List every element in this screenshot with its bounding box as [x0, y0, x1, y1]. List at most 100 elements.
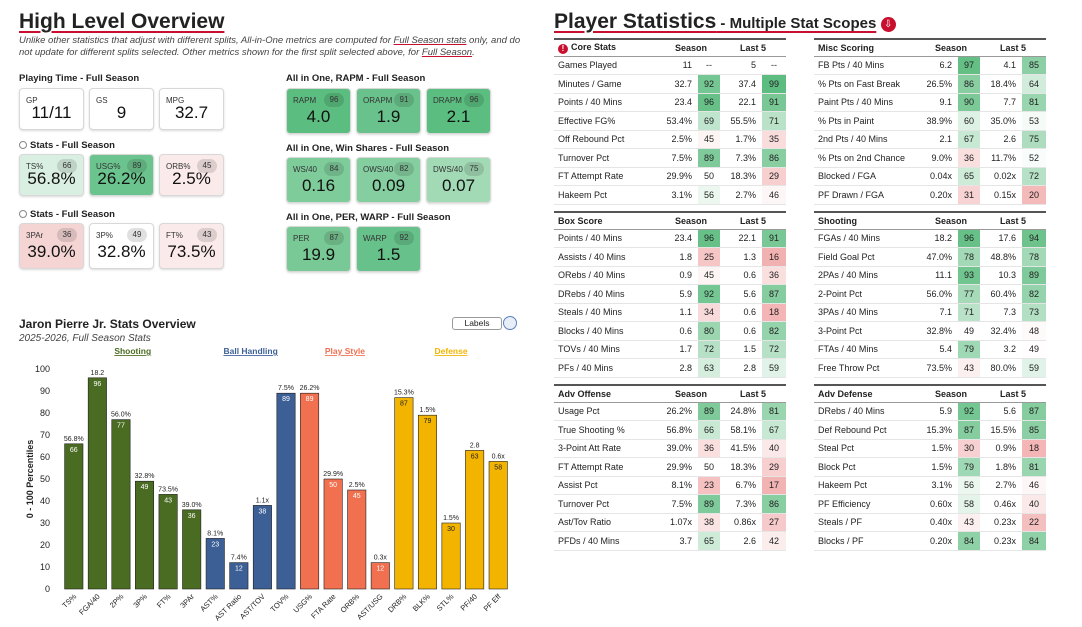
stat-name: FTAs / 40 Mins: [814, 340, 922, 359]
stats1-title[interactable]: Stats - Full Season: [19, 140, 115, 151]
stat-name: Minutes / Game: [554, 74, 662, 94]
bar-raw-label: 7.5%: [278, 385, 294, 392]
season-value: 2.5%: [662, 130, 698, 149]
table-row: % Pts on Fast Break 26.5% 86 18.4% 64: [814, 74, 1047, 94]
season-value: 7.5%: [662, 494, 698, 514]
last5-pct: 27: [762, 513, 787, 532]
metric-percentile: 49: [127, 228, 147, 242]
season-value: 7.5%: [662, 148, 698, 168]
ws-title: All in One, Win Shares - Full Season: [286, 143, 450, 154]
last5-header: Last 5: [980, 38, 1047, 57]
metric-label: FT%: [166, 231, 183, 240]
last5-value: 2.8: [720, 358, 763, 378]
last5-pct: 82: [1022, 284, 1047, 304]
last5-value: 1.8%: [980, 457, 1023, 477]
last5-value: 18.3%: [720, 167, 763, 186]
full-season-link[interactable]: Full Season stats: [393, 35, 467, 46]
stat-name: Def Rebound Pct: [814, 420, 922, 440]
bar-value-label: 96: [93, 381, 101, 388]
metric-card-ows-40: OWS/40 82 0.09: [356, 157, 421, 203]
season-value: 5.9: [922, 402, 958, 421]
season-pct: 23: [698, 476, 721, 495]
x-tick-label: AST%: [198, 592, 220, 614]
labels-toggle[interactable]: [503, 316, 517, 330]
metric-value: 9: [116, 103, 127, 122]
stat-name: Points / 40 Mins: [554, 93, 662, 112]
last5-value: 80.0%: [980, 358, 1023, 378]
last5-pct: 73: [1022, 303, 1047, 322]
last5-value: 6.7%: [720, 476, 763, 495]
metric-percentile: 84: [324, 162, 344, 176]
metric-value: 32.7: [174, 103, 209, 122]
labels-button[interactable]: Labels: [452, 317, 502, 330]
table-row: FT Attempt Rate 29.9% 50 18.3% 29: [554, 457, 787, 477]
bar-raw-label: 56.0%: [111, 412, 131, 419]
season-pct: 67: [958, 130, 981, 149]
metric-value: 0.16: [301, 176, 336, 195]
metric-label: DWS/40: [433, 165, 463, 174]
stats2-radio[interactable]: [19, 210, 27, 218]
season-header: Season: [922, 384, 981, 403]
table-row: Blocks / 40 Mins 0.6 80 0.6 82: [554, 321, 787, 341]
stats1-radio[interactable]: [19, 141, 27, 149]
last5-value: 17.6: [980, 229, 1023, 248]
season-header: Season: [922, 38, 981, 57]
y-tick-label: 40: [40, 496, 50, 506]
season-value: 2.1: [922, 130, 958, 149]
last5-pct: 75: [1022, 130, 1047, 149]
table-row: Minutes / Game 32.7 92 37.4 99: [554, 74, 787, 94]
season-pct: 96: [698, 93, 721, 112]
table-row: Steals / PF 0.40x 43 0.23x 22: [814, 513, 1047, 532]
stat-name: TOVs / 40 Mins: [554, 340, 662, 359]
download-icon[interactable]: ⇩: [880, 17, 896, 32]
bar-value-label: 58: [494, 464, 502, 471]
season-value: 1.5%: [922, 457, 958, 477]
season-pct: 60: [958, 111, 981, 131]
stats-table-shooting: Shooting Season Last 5 FGAs / 40 Mins 18.2 96…: [814, 211, 1047, 378]
metric-percentile: 91: [394, 93, 414, 107]
full-season-link-2[interactable]: Full Season: [421, 47, 473, 58]
bar-3p-: [135, 480, 155, 590]
last5-pct: 22: [1022, 513, 1047, 532]
last5-value: 32.4%: [980, 321, 1023, 341]
season-pct: 90: [958, 93, 981, 112]
metric-value: 4.0: [306, 107, 331, 126]
table-row: 2nd Pts / 40 Mins 2.1 67 2.6 75: [814, 130, 1047, 149]
last5-pct: 29: [762, 167, 787, 186]
last5-value: 35.0%: [980, 111, 1023, 131]
last5-value: 0.02x: [980, 167, 1023, 186]
metric-percentile: 92: [394, 231, 414, 245]
last5-value: 7.3%: [720, 494, 763, 514]
stat-name: Games Played: [554, 56, 662, 75]
last5-pct: 46: [1022, 476, 1047, 495]
last5-value: 0.46x: [980, 494, 1023, 514]
metric-percentile: 43: [197, 228, 217, 242]
stat-name: PF Drawn / FGA: [814, 185, 922, 205]
stat-name: Turnover Pct: [554, 148, 662, 168]
rapm-title: All in One, RAPM - Full Season: [286, 73, 426, 84]
season-pct: 89: [698, 148, 721, 168]
bar-pf-40: [465, 450, 485, 590]
table-row: Games Played 11 -- 5 --: [554, 56, 787, 75]
bar-raw-label: 2.5%: [349, 482, 365, 489]
metric-value: 73.5%: [167, 242, 216, 261]
last5-pct: 17: [762, 476, 787, 495]
season-pct: 36: [698, 439, 721, 458]
bar-value-label: 30: [447, 526, 455, 533]
last5-pct: 89: [1022, 266, 1047, 285]
player-stats-title: Player Statistics: [554, 10, 717, 33]
last5-pct: 87: [762, 284, 787, 304]
last5-pct: 91: [762, 229, 787, 248]
last5-header: Last 5: [980, 384, 1047, 403]
bar-raw-label: 0.6x: [492, 453, 506, 460]
last5-value: 7.3: [980, 303, 1023, 322]
metric-value: 19.9: [301, 245, 336, 264]
stats2-title[interactable]: Stats - Full Season: [19, 209, 115, 220]
bar-value-label: 77: [117, 423, 125, 430]
last5-pct: 18: [1022, 439, 1047, 458]
last5-value: 0.23x: [980, 531, 1023, 551]
x-tick-label: AST/TOV: [238, 592, 267, 621]
last5-value: 60.4%: [980, 284, 1023, 304]
season-pct: 97: [958, 56, 981, 75]
bar-ft-: [158, 494, 178, 590]
